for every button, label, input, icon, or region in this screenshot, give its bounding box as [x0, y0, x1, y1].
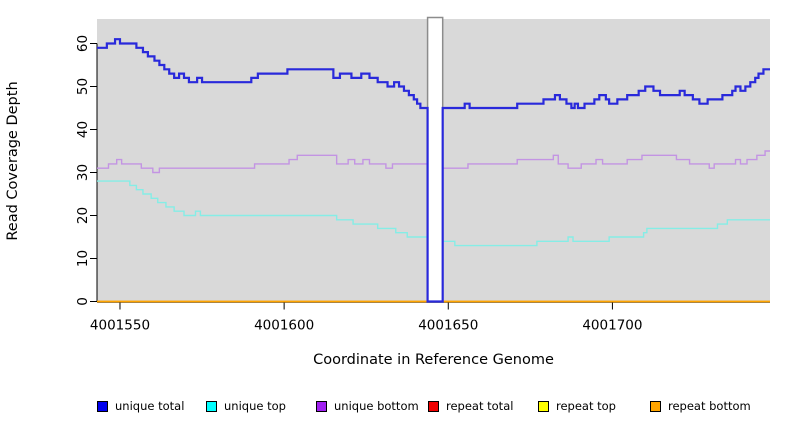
legend-swatch-unique-bottom [316, 400, 327, 412]
legend-label: repeat top [556, 399, 616, 413]
y-axis-title: Read Coverage Depth [5, 81, 21, 241]
series-line-unique-top [97, 180, 770, 303]
x-tick-label: 4001550 [90, 318, 150, 334]
legend-item-repeat-top: repeat top [538, 398, 616, 414]
y-tick-label: 30 [75, 164, 91, 181]
legend-swatch-unique-total [97, 400, 108, 412]
legend-label: repeat total [446, 399, 514, 413]
legend-label: unique total [115, 399, 185, 413]
y-tick-label: 0 [75, 297, 91, 306]
legend-label: unique top [224, 399, 286, 413]
x-tick-label: 4001650 [418, 318, 478, 334]
legend-label: unique bottom [334, 399, 419, 413]
y-tick-label: 20 [75, 207, 91, 224]
y-tick-label: 40 [75, 121, 91, 138]
coverage-gap-region [426, 16, 444, 303]
series-line-unique-total [97, 38, 770, 303]
x-tick-label: 4001700 [582, 318, 642, 334]
plot-canvas: 0 10 20 30 40 50 60 4001550 4001600 4001650 400170… [75, 16, 770, 334]
legend-swatch-repeat-bottom [650, 400, 661, 412]
legend-swatch-repeat-total [428, 400, 439, 412]
legend-item-unique-total: unique total [97, 398, 184, 414]
legend-swatch-repeat-top [538, 400, 549, 412]
legend-swatch-unique-top [206, 400, 217, 412]
series-line-unique-bottom [97, 150, 770, 303]
legend: unique total unique top unique bottom repea… [0, 398, 792, 418]
y-tick-label: 10 [75, 250, 91, 267]
x-tick-label: 4001600 [254, 318, 314, 334]
legend-item-repeat-total: repeat total [428, 398, 513, 414]
legend-label: repeat bottom [668, 399, 751, 413]
legend-item-repeat-bottom: repeat bottom [650, 398, 751, 414]
y-tick-label: 60 [75, 35, 91, 52]
x-axis-title: Coordinate in Reference Genome [313, 352, 554, 368]
legend-item-unique-top: unique top [206, 398, 286, 414]
legend-item-unique-bottom: unique bottom [316, 398, 419, 414]
y-tick-label: 50 [75, 78, 91, 95]
